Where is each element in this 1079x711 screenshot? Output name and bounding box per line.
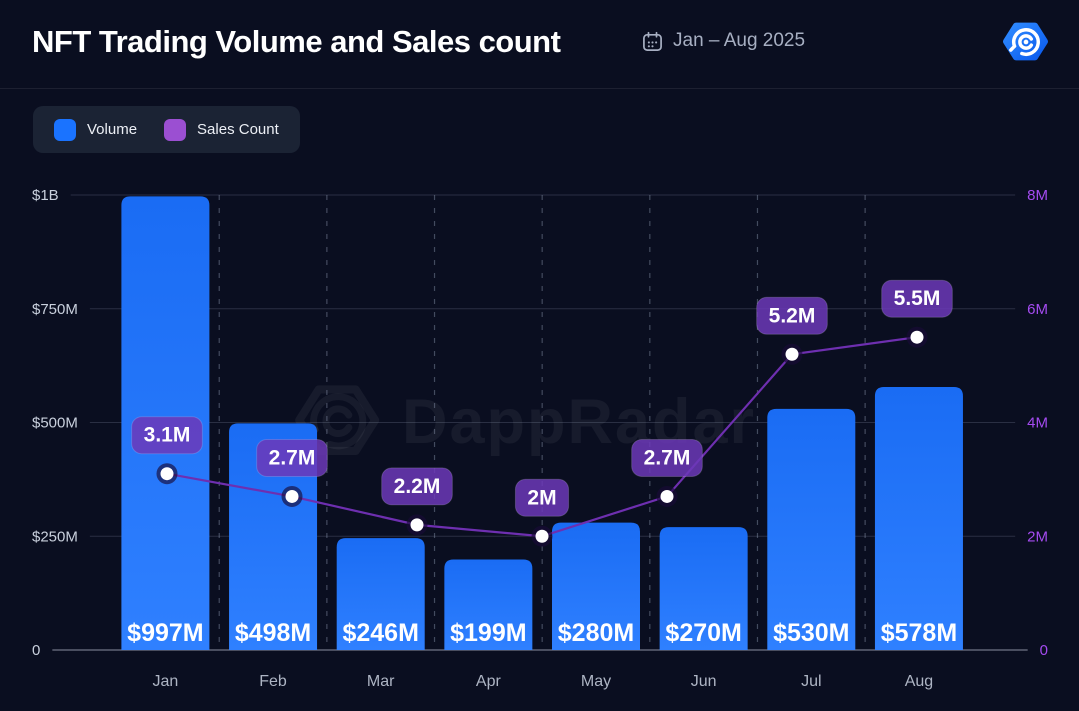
volume-bar-jun[interactable]	[659, 527, 748, 650]
month-label-jul: Jul	[801, 673, 821, 690]
sales-value-badge-label: 2M	[527, 486, 556, 509]
date-range-label: Jan – Aug 2025	[673, 30, 806, 51]
chart-legend: Volume Sales Count	[33, 106, 300, 153]
sales-value-badge[interactable]	[131, 416, 203, 455]
volume-bar-apr[interactable]	[444, 559, 533, 650]
sales-point[interactable]	[910, 330, 924, 344]
sales-point[interactable]	[160, 467, 174, 481]
dappradar-logo[interactable]	[1001, 17, 1050, 66]
sales-count-swatch	[164, 118, 187, 141]
left-axis-tick-label: 0	[32, 642, 40, 659]
sales-value-badge[interactable]	[256, 438, 328, 477]
date-range: Jan – Aug 2025	[642, 30, 805, 52]
sales-value-badge[interactable]	[514, 478, 570, 517]
header-divider	[0, 88, 1079, 89]
legend-item-volume[interactable]: Volume	[54, 118, 138, 141]
sales-count-point-group: 2M	[514, 478, 570, 547]
sales-point[interactable]	[660, 489, 674, 503]
sales-point[interactable]	[285, 489, 299, 503]
month-label-may: May	[581, 673, 611, 690]
volume-legend-label: Volume	[87, 121, 138, 138]
month-label-aug: Aug	[905, 673, 933, 690]
month-label-mar: Mar	[367, 673, 395, 690]
month-label-feb: Feb	[259, 673, 287, 690]
bar-value-label: $280M	[558, 619, 634, 647]
sales-value-badge[interactable]	[756, 296, 828, 335]
right-axis-tick-label: 6M	[1027, 301, 1048, 318]
volume-bar-may[interactable]	[552, 522, 640, 650]
sales-point[interactable]	[535, 529, 549, 543]
legend-item-sales-count[interactable]: Sales Count	[164, 118, 279, 141]
bar-value-label: $246M	[342, 619, 418, 647]
sales-point[interactable]	[410, 518, 424, 532]
right-axis-tick-label: 4M	[1027, 415, 1048, 432]
sales-value-badge-label: 2.7M	[269, 446, 316, 469]
sales-value-badge[interactable]	[631, 438, 703, 477]
month-label-jun: Jun	[691, 673, 717, 690]
sales-count-point-group: 2.2M	[381, 467, 453, 536]
sales-value-badge-label: 2.7M	[644, 446, 691, 469]
volume-bar-aug[interactable]	[874, 387, 963, 650]
bar-value-label: $270M	[665, 619, 741, 647]
sales-point[interactable]	[785, 347, 799, 361]
sales-value-badge-label: 5.2M	[769, 304, 816, 327]
volume-bar-jul[interactable]	[767, 408, 856, 650]
right-axis-tick-label: 8M	[1027, 187, 1048, 204]
sales-count-point-group: 2.7M	[256, 438, 328, 507]
sales-count-point-group: 3.1M	[131, 416, 203, 485]
bar-value-label: $578M	[881, 619, 957, 647]
sales-count-point-group: 2.7M	[631, 438, 703, 507]
sales-count-point-group: 5.5M	[881, 279, 953, 348]
bar-value-label: $530M	[773, 619, 849, 647]
left-axis-tick-label: $750M	[32, 301, 78, 318]
sales-count-legend-label: Sales Count	[197, 121, 279, 138]
volume-bar-mar[interactable]	[336, 538, 425, 650]
calendar-icon	[643, 31, 662, 51]
sales-value-badge-label: 2.2M	[394, 475, 441, 498]
right-axis-tick-label: 2M	[1027, 528, 1048, 545]
left-axis-tick-label: $500M	[32, 415, 78, 432]
radar-spiral-glyph	[1009, 28, 1040, 56]
left-axis-tick-label: $250M	[32, 528, 78, 545]
bar-value-label: $199M	[450, 619, 526, 647]
sales-count-point-group: 5.2M	[756, 296, 828, 365]
left-axis-tick-label: $1B	[32, 187, 59, 204]
volume-swatch	[54, 118, 76, 141]
sales-value-badge[interactable]	[881, 279, 953, 318]
sales-value-badge-label: 5.5M	[894, 287, 941, 310]
page-title: NFT Trading Volume and Sales count	[32, 24, 561, 59]
month-label-apr: Apr	[476, 673, 502, 690]
bar-value-label: $997M	[127, 619, 203, 647]
bar-value-label: $498M	[235, 619, 311, 647]
right-axis-tick-label: 0	[1040, 642, 1048, 659]
month-label-jan: Jan	[153, 673, 179, 690]
volume-bar-feb[interactable]	[229, 423, 318, 650]
sales-value-badge-label: 3.1M	[144, 424, 191, 447]
sales-value-badge[interactable]	[381, 467, 453, 506]
